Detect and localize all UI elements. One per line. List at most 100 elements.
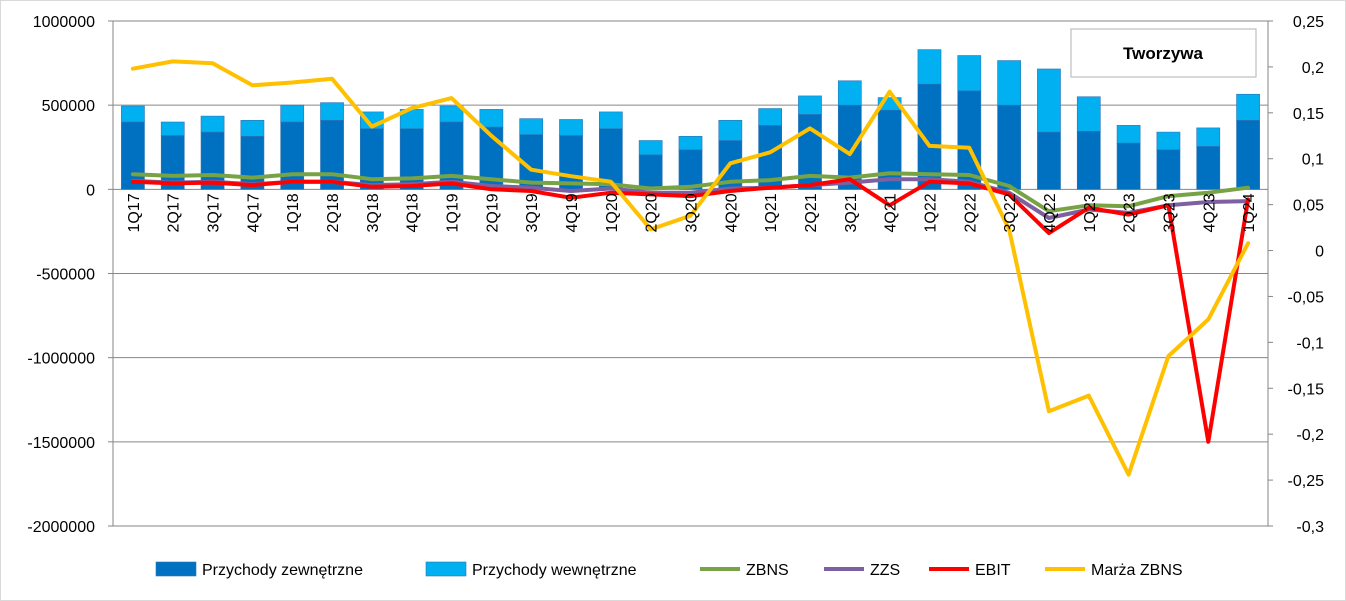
- y-right-tick-label: 0,2: [1302, 60, 1324, 77]
- x-tick-label: 1Q21: [763, 193, 780, 232]
- bar-internal: [957, 55, 982, 92]
- legend-label: Przychody wewnętrzne: [472, 562, 637, 579]
- legend-label: EBIT: [975, 562, 1011, 579]
- bar-internal: [280, 104, 305, 123]
- legend: Przychody zewnętrzne Przychody wewnętrzne…: [155, 561, 1183, 579]
- bar-internal: [1116, 125, 1141, 144]
- bar-external: [280, 121, 305, 190]
- x-tick-label: 1Q20: [604, 193, 621, 232]
- line-ebit: [130, 177, 1251, 444]
- x-tick-label: 1Q18: [285, 193, 302, 232]
- y-left-tick-label: -1500000: [27, 435, 95, 452]
- x-tick-label: 4Q19: [564, 193, 581, 232]
- bar-internal: [1236, 93, 1260, 121]
- bar-internal: [121, 105, 145, 123]
- legend-label: ZZS: [870, 562, 900, 579]
- y-right-tick-label: -0,3: [1296, 519, 1324, 536]
- x-tick-label: 3Q20: [684, 193, 701, 232]
- x-tick-label: 4Q17: [245, 193, 262, 232]
- bar-external: [1156, 149, 1181, 190]
- title-box-frame: [1070, 28, 1257, 78]
- y-right-tick-label: -0,05: [1288, 289, 1325, 306]
- y-right-tick-label: 0: [1315, 244, 1324, 261]
- y-axis-left-ticks: 1000000 500000 0 -500000 -1000000 -1500000 -20…: [27, 14, 95, 536]
- bar-internal: [519, 118, 544, 135]
- bar-internal: [439, 105, 464, 123]
- x-tick-label: 4Q23: [1201, 193, 1218, 232]
- line-mar-a-zbns: [130, 59, 1251, 477]
- legend-label: Marża ZBNS: [1091, 562, 1183, 579]
- bar-external: [638, 154, 663, 190]
- y-right-tick-label: -0,1: [1296, 335, 1324, 352]
- x-tick-label: 2Q18: [325, 193, 342, 232]
- y-right-tick-label: 0,15: [1293, 106, 1324, 123]
- y-right-tick-label: -0,2: [1296, 427, 1324, 444]
- x-tick-label: 1Q19: [445, 193, 462, 232]
- x-tick-label: 2Q17: [166, 193, 183, 232]
- y-right-tick-label: 0,05: [1293, 198, 1324, 215]
- x-tick-label: 3Q23: [1161, 193, 1178, 232]
- x-tick-label: 3Q21: [843, 193, 860, 232]
- x-tick-label: 4Q20: [723, 193, 740, 232]
- x-tick-label: 1Q24: [1241, 193, 1258, 232]
- x-tick-label: 1Q17: [126, 193, 143, 232]
- bar-internal: [200, 115, 225, 133]
- bar-internal: [240, 120, 265, 137]
- bar-internal: [160, 121, 185, 136]
- y-left-tick-label: -2000000: [27, 519, 95, 536]
- bar-external: [1196, 146, 1221, 190]
- bar-internal: [917, 49, 942, 85]
- x-tick-label: 4Q21: [883, 193, 900, 232]
- bar-internal: [598, 111, 623, 130]
- x-tick-label: 3Q19: [524, 193, 541, 232]
- y-left-tick-label: -1000000: [27, 351, 95, 368]
- title-box: Tworzywa: [1070, 28, 1257, 78]
- x-tick-label: 4Q18: [405, 193, 422, 232]
- x-tick-label: 2Q21: [803, 193, 820, 232]
- bar-internal: [678, 136, 703, 151]
- bar-internal: [559, 119, 583, 136]
- series-lines: [130, 59, 1251, 477]
- y-left-tick-label: 500000: [42, 98, 95, 115]
- y-right-tick-label: 0,25: [1293, 14, 1324, 31]
- legend-swatch: [425, 561, 467, 577]
- x-tick-label: 2Q20: [644, 193, 661, 232]
- y-left-tick-label: -500000: [36, 267, 95, 284]
- bar-internal: [1196, 127, 1221, 147]
- x-tick-label: 1Q22: [922, 193, 939, 232]
- y-left-tick-label: 1000000: [33, 14, 95, 31]
- x-tick-label: 2Q19: [484, 193, 501, 232]
- bar-external: [1037, 131, 1061, 190]
- line-zbns: [130, 171, 1251, 214]
- x-tick-label: 1Q23: [1082, 193, 1099, 232]
- y-left-tick-label: 0: [86, 182, 95, 199]
- bar-internal: [837, 80, 862, 106]
- y-right-tick-label: 0,1: [1302, 152, 1324, 169]
- bar-internal: [1076, 96, 1101, 132]
- x-tick-label: 2Q23: [1122, 193, 1139, 232]
- bar-internal: [798, 95, 822, 115]
- bar-external: [320, 120, 344, 190]
- bar-internal: [479, 109, 504, 128]
- bar-internal: [758, 108, 783, 126]
- x-tick-label: 3Q17: [206, 193, 223, 232]
- x-tick-label: 3Q22: [1002, 193, 1019, 232]
- bar-internal: [1156, 131, 1181, 151]
- legend-swatch: [155, 561, 197, 577]
- bar-internal: [718, 120, 743, 141]
- bar-external: [1076, 130, 1101, 190]
- bar-external: [240, 136, 265, 190]
- y-right-tick-label: -0,15: [1288, 381, 1325, 398]
- bar-external: [997, 104, 1021, 190]
- x-axis-ticks: 1Q17 2Q17 3Q17 4Q17 1Q18 2Q18 3Q18 4Q18 1Q19 2Q19…: [126, 193, 1258, 232]
- legend-label: Przychody zewnętrzne: [202, 562, 363, 579]
- y-right-tick-label: -0,25: [1288, 473, 1325, 490]
- legend-label: ZBNS: [746, 562, 789, 579]
- x-tick-label: 2Q22: [962, 193, 979, 232]
- x-tick-label: 3Q18: [365, 193, 382, 232]
- bar-external: [1116, 142, 1141, 190]
- bar-external: [678, 149, 703, 190]
